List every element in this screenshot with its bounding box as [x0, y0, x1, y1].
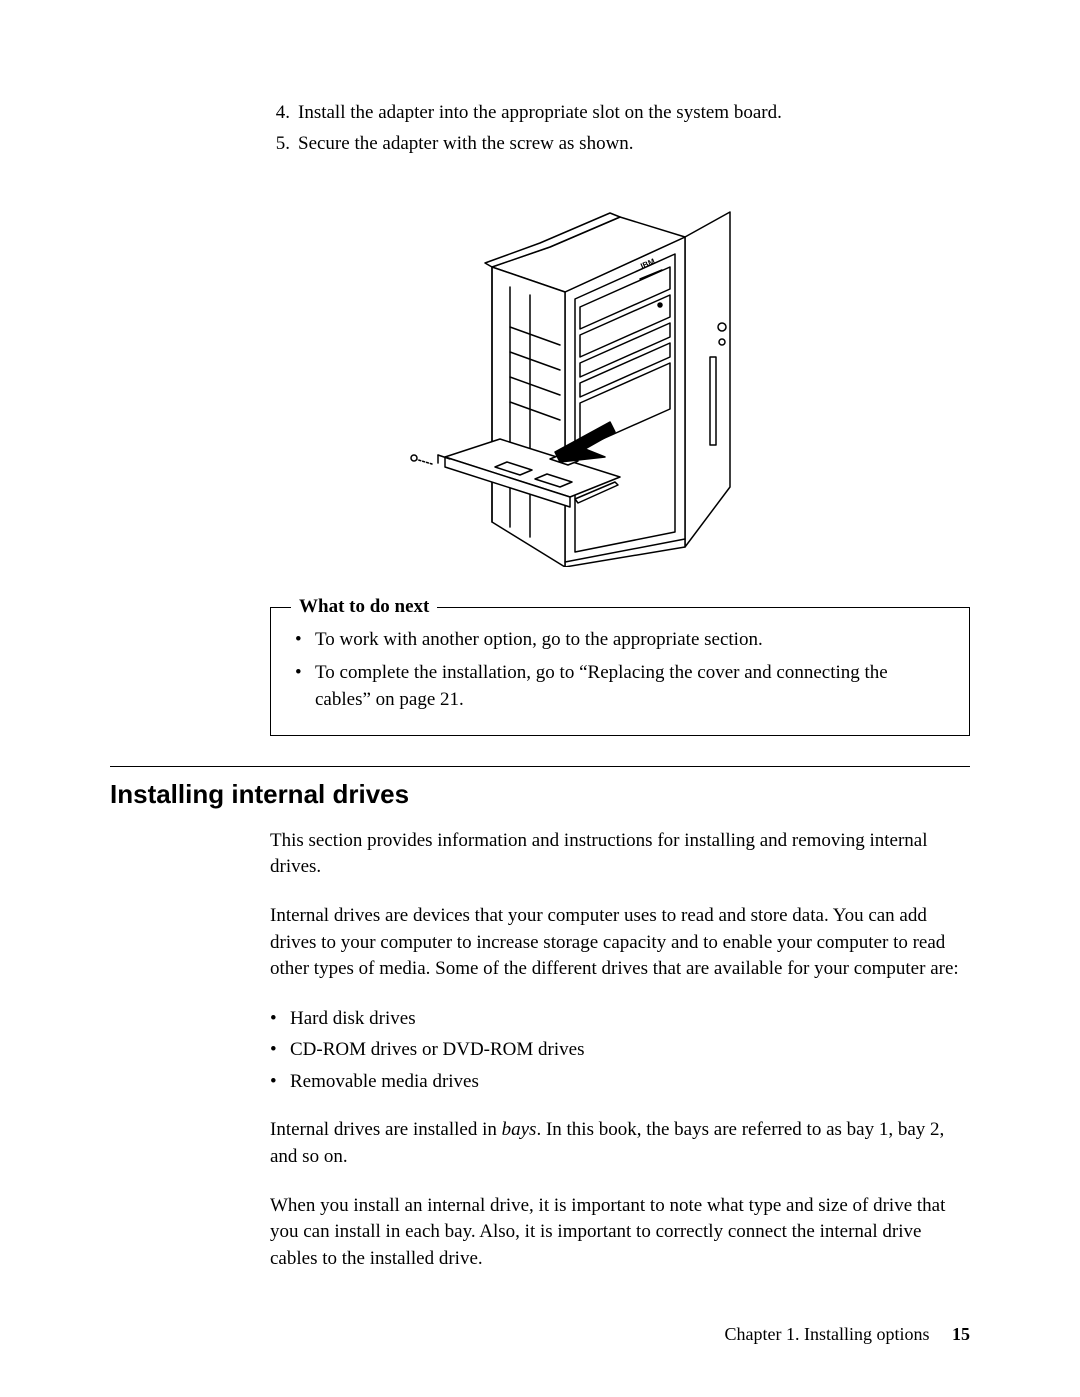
list-item: • Hard disk drives — [270, 1005, 970, 1033]
bullet-icon: • — [270, 1036, 280, 1064]
drive-types-list: • Hard disk drives • CD-ROM drives or DV… — [270, 1005, 970, 1096]
section-body-column: This section provides information and in… — [270, 828, 970, 1273]
bullet-icon: • — [270, 1005, 280, 1033]
bullet-icon: • — [295, 659, 305, 714]
computer-tower-illustration: IBM — [410, 177, 830, 567]
list-item-text: Hard disk drives — [290, 1005, 416, 1033]
step-item: 5. Secure the adapter with the screw as … — [270, 131, 970, 158]
footer-chapter: Chapter 1. Installing options — [725, 1324, 930, 1344]
step-number: 4. — [270, 100, 290, 127]
list-item-text: CD-ROM drives or DVD-ROM drives — [290, 1036, 584, 1064]
note-box-list: • To work with another option, go to the… — [295, 626, 945, 714]
note-box-item: • To work with another option, go to the… — [295, 626, 945, 654]
numbered-steps: 4. Install the adapter into the appropri… — [270, 100, 970, 157]
note-item-text: To complete the installation, go to “Rep… — [315, 659, 945, 714]
step-number: 5. — [270, 131, 290, 158]
step-text: Secure the adapter with the screw as sho… — [298, 131, 634, 158]
body-paragraph: When you install an internal drive, it i… — [270, 1193, 970, 1273]
bullet-icon: • — [295, 626, 305, 654]
footer-page-number: 15 — [952, 1324, 970, 1344]
step-item: 4. Install the adapter into the appropri… — [270, 100, 970, 127]
body-paragraph: This section provides information and in… — [270, 828, 970, 881]
what-to-do-next-box: What to do next • To work with another o… — [270, 607, 970, 736]
list-item: • Removable media drives — [270, 1068, 970, 1096]
para3-pre: Internal drives are installed in — [270, 1119, 502, 1140]
bullet-icon: • — [270, 1068, 280, 1096]
top-content-column: 4. Install the adapter into the appropri… — [270, 100, 970, 736]
note-box-item: • To complete the installation, go to “R… — [295, 659, 945, 714]
body-paragraph: Internal drives are installed in bays. I… — [270, 1117, 970, 1170]
note-box-title: What to do next — [291, 596, 437, 618]
list-item-text: Removable media drives — [290, 1068, 479, 1096]
body-paragraph: Internal drives are devices that your co… — [270, 903, 970, 983]
list-item: • CD-ROM drives or DVD-ROM drives — [270, 1036, 970, 1064]
page-footer: Chapter 1. Installing options 15 — [725, 1324, 970, 1345]
note-item-text: To work with another option, go to the a… — [315, 626, 763, 654]
section-divider — [110, 766, 970, 767]
section-heading: Installing internal drives — [110, 779, 970, 810]
step-text: Install the adapter into the appropriate… — [298, 100, 782, 127]
document-page: 4. Install the adapter into the appropri… — [0, 0, 1080, 1397]
para3-emphasis: bays — [502, 1119, 537, 1140]
